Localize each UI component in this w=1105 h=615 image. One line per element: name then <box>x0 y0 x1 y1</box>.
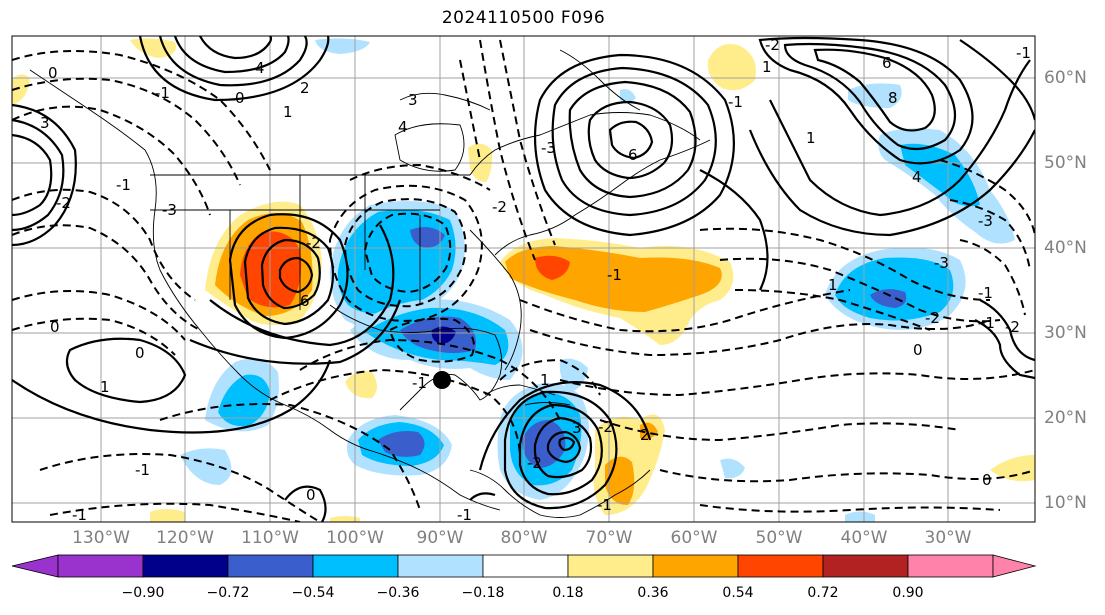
colorbar-tick-label: −0.54 <box>291 585 335 601</box>
contour-label: -3 <box>934 254 949 272</box>
contour-label: -1 <box>607 266 622 284</box>
contour-label: 2 <box>640 426 650 444</box>
colorbar-bin <box>482 554 569 578</box>
contour-label: -1 <box>155 84 170 102</box>
contour-label: 0 <box>48 64 58 82</box>
contour-label: -1 <box>978 284 993 302</box>
contour-label: 3 <box>408 91 418 109</box>
lon-label: 40°W <box>840 528 888 548</box>
colorbar-bin <box>227 554 314 578</box>
contour-label: -2 <box>925 309 940 327</box>
lat-label: 30°N <box>1044 323 1087 343</box>
colorbar-tick-label: −0.18 <box>461 585 505 601</box>
contour-label: -3 <box>978 212 993 230</box>
colorbar-bin <box>567 554 654 578</box>
contour-label: 1 <box>762 58 772 76</box>
contour-label: 2 <box>300 79 310 97</box>
contour-label: -1 <box>597 496 612 514</box>
colorbar-extend-high <box>992 554 1037 578</box>
contour-label: 3 <box>40 114 50 132</box>
lon-label: 90°W <box>416 528 464 548</box>
colorbar-bin <box>397 554 484 578</box>
contour-label: -3 <box>541 139 556 157</box>
lat-label: 40°N <box>1044 238 1087 258</box>
lon-label: 120°W <box>156 528 214 548</box>
contour-label: 0 <box>913 341 923 359</box>
contour-label: -1 <box>72 506 87 524</box>
contour-label: 0 <box>982 471 992 489</box>
lat-label: 50°N <box>1044 153 1087 173</box>
lon-label: 50°W <box>755 528 803 548</box>
contour-label: -2 <box>56 194 71 212</box>
contour-label: 0 <box>135 344 145 362</box>
colorbar-bin <box>312 554 399 578</box>
contour-label: 1 <box>100 378 110 396</box>
contour-labels: 0 4 1 2 3 -1 6 -2 -3 3 4 6 -3 -2 1 0 -1 … <box>40 36 1031 524</box>
contour-label: 8 <box>888 89 898 107</box>
colorbar-bin <box>737 554 824 578</box>
negative-contours <box>12 39 1035 522</box>
contour-label: -2 <box>598 418 613 436</box>
lon-label: 70°W <box>585 528 633 548</box>
colorbar-tick-label: 0.54 <box>722 585 754 601</box>
lat-label: 60°N <box>1044 68 1087 88</box>
colorbar-tick-label: −0.90 <box>121 585 165 601</box>
contour-label: 4 <box>255 59 265 77</box>
contour-label: 4 <box>912 168 922 186</box>
colorbar-bin <box>652 554 739 578</box>
colorbar-tick-label: 0.90 <box>892 585 924 601</box>
contour-label: -1 <box>412 374 427 392</box>
colorbar-bin <box>57 554 144 578</box>
contour-label: -1 <box>728 93 743 111</box>
contour-label: 6 <box>300 292 310 310</box>
colorbar-tick-label: −0.36 <box>376 585 420 601</box>
lon-label: 30°W <box>924 528 972 548</box>
colorbar-bin <box>907 554 994 578</box>
colorbar-bin <box>822 554 909 578</box>
contour-label: 1 <box>806 129 816 147</box>
contour-label: 6 <box>628 146 638 164</box>
colorbar-bin <box>142 554 229 578</box>
positive-contours <box>12 36 1035 522</box>
map-frame <box>11 35 1036 523</box>
contour-label: 3 <box>572 419 582 437</box>
colorbar-tick-label: 0.72 <box>807 585 839 601</box>
contour-label: 0 <box>50 318 60 336</box>
lon-label: 110°W <box>241 528 299 548</box>
contour-label: 4 <box>398 118 408 136</box>
lat-label: 20°N <box>1044 408 1087 428</box>
contour-label: 1 <box>283 103 293 121</box>
contour-label: -1 <box>135 461 150 479</box>
contour-label: -2 <box>492 198 507 216</box>
contour-label: 0 <box>306 486 316 504</box>
contour-label: -1 <box>980 314 995 332</box>
contour-label: -2 <box>765 36 780 54</box>
colorbar-extend-low <box>11 554 59 578</box>
contour-label: 1 <box>828 276 838 294</box>
lon-label: 130°W <box>72 528 130 548</box>
colorbar-tick-label: 0.18 <box>552 585 584 601</box>
contour-label: -1 <box>457 506 472 524</box>
lon-label: 100°W <box>326 528 384 548</box>
colorbar-tick-label: 0.36 <box>637 585 669 601</box>
contour-label: 1 <box>540 371 550 389</box>
contour-label: -2 <box>306 234 321 252</box>
contour-label: 6 <box>882 54 892 72</box>
contour-label: -3 <box>162 201 177 219</box>
contour-label: -2 <box>1005 318 1020 336</box>
lon-label: 60°W <box>670 528 718 548</box>
contour-label: 0 <box>235 89 245 107</box>
contour-label: -1 <box>116 176 131 194</box>
contour-label: -1 <box>1016 44 1031 62</box>
lon-label: 80°W <box>500 528 548 548</box>
lat-label: 10°N <box>1044 493 1087 513</box>
map-title: 2024110500 F096 <box>441 8 606 28</box>
contour-label: -2 <box>527 454 542 472</box>
colorbar-tick-label: −0.72 <box>206 585 250 601</box>
storm-center-dot <box>433 371 451 389</box>
colorbar <box>11 554 1037 578</box>
